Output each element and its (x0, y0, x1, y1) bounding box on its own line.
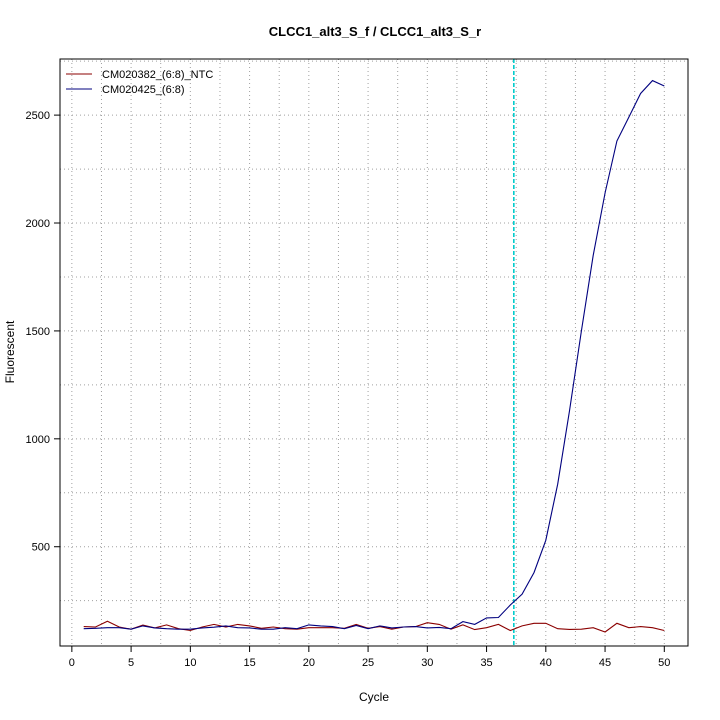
y-tick-label-2: 1500 (26, 326, 50, 338)
series-line-1 (83, 79, 665, 630)
chart-title: CLCC1_alt3_S_f / CLCC1_alt3_S_r (269, 24, 481, 39)
x-tick-label-10: 50 (658, 657, 670, 669)
legend: CM020382_(6:8)_NTC CM020425_(6:8) (66, 69, 213, 96)
x-tick-label-7: 35 (480, 657, 492, 669)
series-lines (83, 79, 665, 633)
y-tick-label-0: 500 (32, 542, 50, 554)
x-tick-label-6: 30 (421, 657, 433, 669)
y-tick-label-4: 2500 (26, 110, 50, 122)
grid (60, 59, 688, 646)
x-tick-label-8: 40 (540, 657, 552, 669)
x-axis-label: Cycle (359, 690, 389, 704)
x-tick-label-2: 10 (184, 657, 196, 669)
legend-label-0: CM020382_(6:8)_NTC (102, 69, 213, 81)
legend-label-1: CM020425_(6:8) (102, 84, 185, 96)
x-tick-label-0: 0 (69, 657, 75, 669)
x-tick-label-4: 20 (303, 657, 315, 669)
x-tick-label-1: 5 (128, 657, 134, 669)
x-tick-label-5: 25 (362, 657, 374, 669)
x-tick-label-9: 45 (599, 657, 611, 669)
y-axis-label: Fluorescent (3, 320, 17, 383)
x-axis: 0 5 10 15 20 25 30 35 40 45 50 (69, 646, 670, 669)
plot-frame (59, 58, 689, 647)
x-tick-label-3: 15 (243, 657, 255, 669)
y-tick-label-3: 2000 (26, 218, 50, 230)
y-axis: 500 1000 1500 2000 2500 (26, 110, 60, 554)
series-line-0 (83, 620, 665, 633)
y-tick-label-1: 1000 (26, 434, 50, 446)
